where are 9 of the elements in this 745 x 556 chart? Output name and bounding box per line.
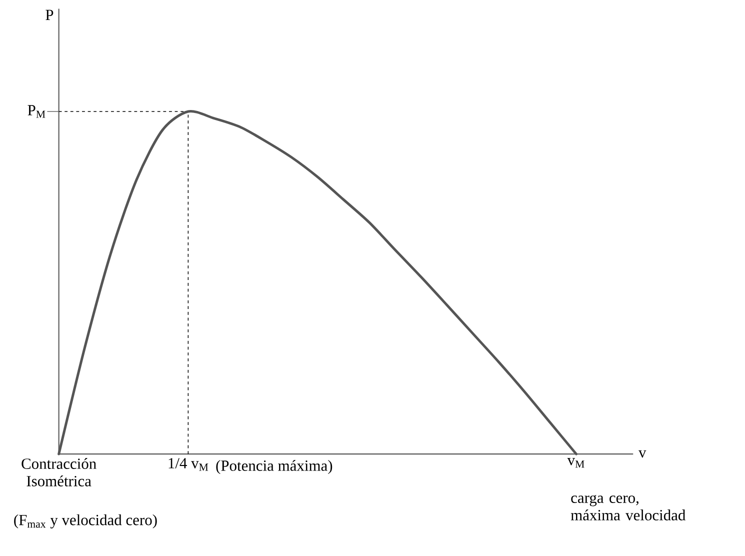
x-tick-label: Contracción Isométrica bbox=[22, 458, 96, 486]
text: (Potencia máxima) bbox=[216, 460, 332, 474]
text: P bbox=[46, 10, 54, 20]
x-tick-label: v$_{M}$ bbox=[567, 458, 584, 468]
text: (F$_{max}$ y velocidad cero) bbox=[14, 514, 157, 528]
x-axis-title: v bbox=[638, 450, 646, 458]
ref-line-label: P$_{M}$ bbox=[28, 105, 46, 118]
text: carga cero, máxima velocidad bbox=[570, 495, 686, 520]
x-tick-label: 1/4 v$_{M}$ bbox=[168, 458, 208, 471]
